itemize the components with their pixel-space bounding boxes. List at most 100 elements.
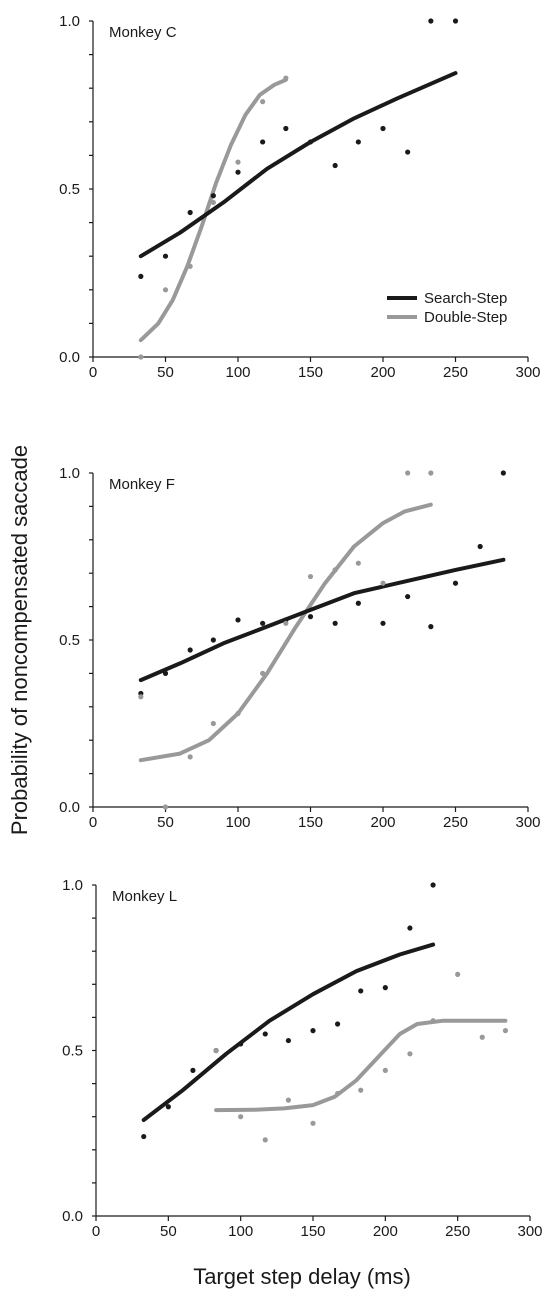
data-point-double-step	[162, 287, 169, 293]
panel-monkey-l: 0 50 100 150 200 250 300 0.0 0.5 1.0 Monkey L	[62, 877, 542, 1240]
data-point-double-step	[138, 354, 144, 360]
data-point-search-step	[405, 149, 411, 155]
data-point-double-step	[210, 199, 216, 206]
x-tick-label: 50	[160, 1223, 177, 1240]
x-tick-label: 0	[92, 1223, 100, 1240]
x-tick-label: 200	[373, 1223, 398, 1240]
data-point-double-step	[260, 99, 266, 105]
x-tick-label: 100	[228, 1223, 253, 1240]
x-tick-label: 300	[515, 814, 540, 831]
data-point-search-step	[407, 925, 413, 931]
data-point-search-step	[452, 18, 459, 24]
data-point-search-step	[187, 647, 193, 653]
fit-curve-search-step	[138, 71, 458, 259]
data-point-double-step	[210, 720, 216, 727]
x-tick-label: 150	[298, 814, 323, 831]
data-point-double-step	[332, 567, 338, 573]
data-point-search-step	[500, 470, 506, 476]
panel-label: Monkey F	[109, 476, 175, 493]
legend-label-double-step: Double-Step	[424, 309, 507, 326]
legend: Search-Step Double-Step	[387, 290, 507, 326]
data-point-double-step	[307, 573, 314, 580]
fit-curve-search-step	[141, 942, 436, 1122]
data-point-double-step	[310, 1120, 316, 1126]
data-point-double-step	[382, 1067, 388, 1073]
x-tick-label: 150	[298, 364, 323, 381]
data-point-search-step	[162, 253, 169, 259]
data-point-double-step	[502, 1028, 509, 1034]
y-tick-label: 1.0	[59, 465, 80, 482]
data-point-search-step	[307, 614, 314, 620]
data-point-search-step	[477, 543, 483, 550]
fit-curve-double-step	[138, 502, 433, 763]
data-point-search-step	[358, 988, 364, 994]
data-point-search-step	[380, 125, 386, 132]
x-tick-label: 50	[157, 364, 174, 381]
data-point-double-step	[380, 580, 386, 586]
data-point-double-step	[355, 560, 361, 566]
data-point-search-step	[210, 637, 216, 643]
x-tick-label: 300	[515, 364, 540, 381]
data-point-double-step	[235, 710, 241, 717]
data-point-double-step	[283, 75, 289, 81]
data-point-double-step	[187, 263, 193, 269]
x-axis-title: Target step delay (ms)	[193, 1264, 411, 1289]
y-tick-label: 0.5	[59, 181, 80, 198]
data-point-double-step	[430, 1018, 436, 1024]
data-point-search-step	[332, 162, 338, 169]
y-tick-label: 1.0	[59, 13, 80, 30]
x-tick-label: 300	[517, 1223, 542, 1240]
data-point-search-step	[138, 273, 144, 279]
data-point-search-step	[428, 624, 434, 630]
x-tick-label: 0	[89, 814, 97, 831]
data-point-search-step	[238, 1041, 244, 1047]
data-point-search-step	[235, 169, 241, 175]
legend-label-search-step: Search-Step	[424, 290, 507, 307]
data-point-search-step	[283, 125, 289, 132]
data-point-double-step	[334, 1090, 341, 1097]
data-point-double-step	[428, 470, 434, 476]
x-tick-label: 250	[445, 1223, 470, 1240]
panels: 0 50 100 150 200 250 300 0.0 0.5 1.0 Monkey C 0 50 10…	[59, 13, 542, 1240]
fit-curve-search-step	[138, 557, 506, 683]
y-tick-label: 0.0	[59, 349, 80, 366]
data-point-search-step	[310, 1028, 316, 1034]
data-point-double-step	[405, 470, 411, 476]
y-tick-label: 1.0	[62, 877, 83, 894]
data-point-search-step	[380, 620, 386, 626]
data-point-search-step	[334, 1021, 341, 1027]
data-point-double-step	[213, 1047, 219, 1054]
data-point-search-step	[405, 593, 411, 600]
data-point-double-step	[138, 694, 144, 700]
data-point-search-step	[187, 209, 193, 216]
x-tick-label: 200	[370, 364, 395, 381]
data-point-search-step	[165, 1104, 171, 1110]
data-point-double-step	[283, 620, 289, 626]
data-point-search-step	[141, 1133, 147, 1140]
data-point-double-step	[407, 1051, 413, 1057]
data-point-search-step	[428, 18, 434, 24]
x-tick-label: 100	[225, 814, 250, 831]
y-tick-label: 0.5	[62, 1043, 83, 1060]
y-tick-label: 0.0	[62, 1208, 83, 1225]
data-point-search-step	[190, 1067, 196, 1073]
data-point-double-step	[358, 1087, 364, 1093]
data-point-search-step	[332, 620, 338, 626]
panel-monkey-f: 0 50 100 150 200 250 300 0.0 0.5 1.0 Monkey F	[59, 465, 540, 831]
x-tick-label: 250	[443, 814, 468, 831]
y-tick-label: 0.0	[59, 799, 80, 816]
x-tick-label: 250	[443, 364, 468, 381]
x-tick-label: 150	[300, 1223, 325, 1240]
data-point-double-step	[455, 971, 461, 977]
data-point-search-step	[260, 139, 266, 145]
data-point-search-step	[452, 580, 459, 586]
data-point-search-step	[307, 139, 314, 145]
data-point-search-step	[285, 1037, 292, 1044]
data-point-double-step	[285, 1097, 292, 1103]
data-point-double-step	[479, 1034, 485, 1040]
x-tick-label: 0	[89, 364, 97, 381]
data-point-search-step	[382, 985, 388, 991]
y-tick-label: 0.5	[59, 632, 80, 649]
x-tick-label: 50	[157, 814, 174, 831]
